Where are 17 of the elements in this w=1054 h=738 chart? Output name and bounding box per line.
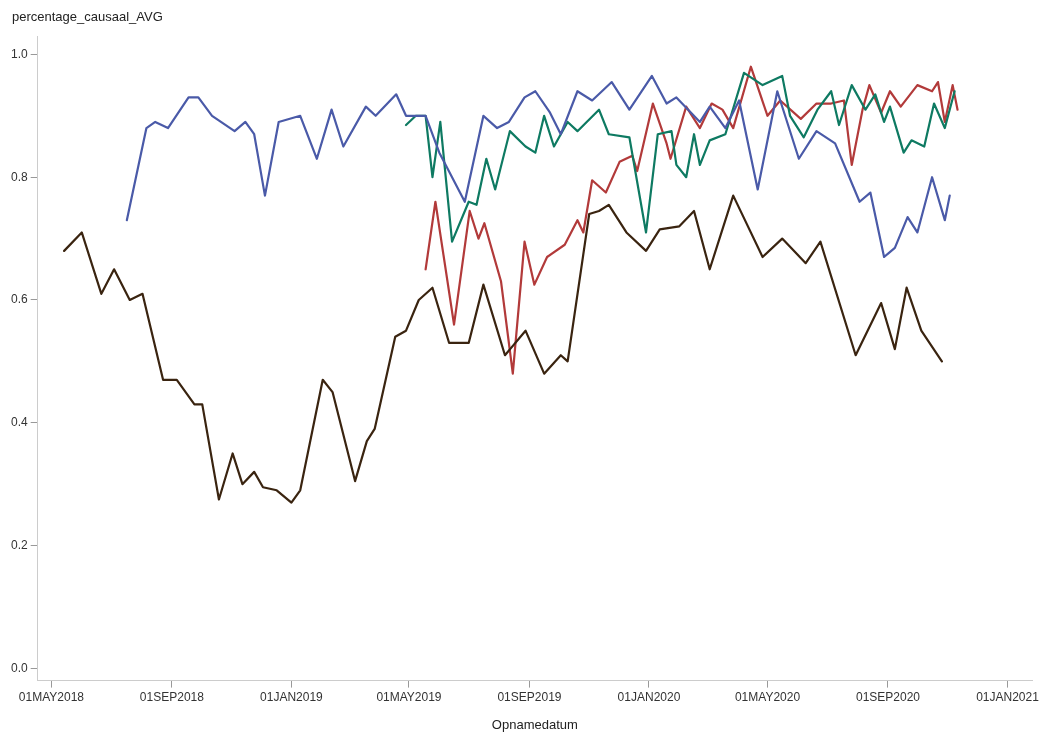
y-tick-label: 0.2: [10, 537, 28, 552]
x-tick-label: 01JAN2020: [617, 690, 681, 705]
x-tick-label: 01JAN2019: [260, 690, 324, 705]
x-tick-label: 01SEP2019: [497, 690, 562, 705]
y-tick-label: 0.4: [10, 415, 28, 430]
x-tick-label: 01MAY2018: [18, 690, 85, 705]
y-tick-label: 1.0: [10, 46, 28, 61]
y-tick-label: 0.6: [10, 292, 28, 307]
x-tick-label: 01SEP2018: [139, 690, 205, 705]
y-tick-label: 0.8: [10, 169, 28, 184]
y-axis-title: percentage_causaal_AVG: [12, 9, 163, 25]
x-tick-label: 01MAY2019: [376, 690, 442, 705]
x-tick-label: 01MAY2020: [734, 690, 801, 705]
y-tick-label: 0.0: [10, 660, 28, 675]
x-tick-label: 01JAN2021: [976, 690, 1040, 705]
x-axis-title: Opnamedatum: [491, 717, 578, 733]
x-tick-label: 01SEP2020: [855, 690, 921, 705]
